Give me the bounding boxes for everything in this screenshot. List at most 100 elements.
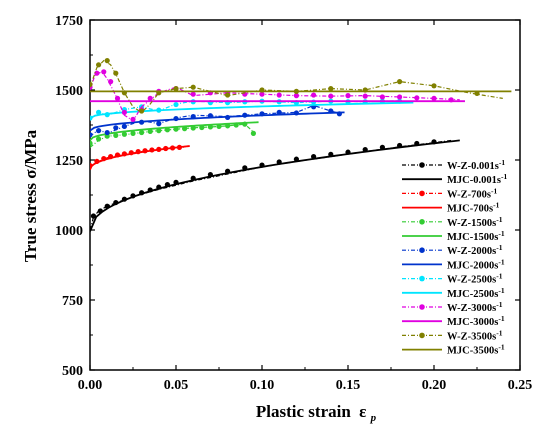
x-tick-label: 0.10 xyxy=(250,378,275,393)
series-mjc-2000s xyxy=(90,111,345,132)
data-point xyxy=(104,58,110,64)
data-point xyxy=(431,95,437,101)
model-line xyxy=(90,111,345,132)
data-point xyxy=(104,129,110,136)
experiment-line xyxy=(90,104,342,137)
legend-label: W-Z-0.001s-1 xyxy=(447,158,505,172)
data-point xyxy=(328,86,334,92)
data-point xyxy=(147,95,153,101)
data-point xyxy=(96,136,102,142)
model-line xyxy=(90,121,259,142)
x-tick-label: 0.20 xyxy=(422,378,447,393)
legend-item: W-Z-2500s-1 xyxy=(402,272,503,286)
data-point xyxy=(113,125,119,131)
legend-item: MJC-2500s-1 xyxy=(402,286,505,300)
series-w-z-1500s xyxy=(90,121,256,148)
data-point xyxy=(156,128,162,134)
series-mjc-0-001s xyxy=(90,139,460,232)
legend: W-Z-0.001s-1MJC-0.001s-1W-Z-700s-1MJC-70… xyxy=(402,158,507,357)
legend-item: W-Z-1500s-1 xyxy=(402,215,503,229)
series-mjc-1500s xyxy=(90,121,259,142)
y-tick-label: 1750 xyxy=(55,14,83,29)
data-point xyxy=(130,116,136,122)
data-point xyxy=(173,86,179,92)
data-point xyxy=(328,93,334,99)
series-mjc-700s xyxy=(90,145,190,171)
data-point xyxy=(114,95,121,101)
y-tick-label: 1500 xyxy=(55,84,83,99)
experiment-line xyxy=(90,59,503,114)
data-point xyxy=(94,70,100,76)
data-point xyxy=(311,92,317,98)
data-point xyxy=(130,130,136,136)
legend-item: MJC-3000s-1 xyxy=(402,314,505,328)
data-point xyxy=(96,62,102,68)
data-point xyxy=(397,94,403,100)
data-point xyxy=(96,128,102,134)
data-point xyxy=(121,123,127,129)
x-axis-label: Plastic strain ε p xyxy=(256,402,377,424)
legend-item: MJC-0.001s-1 xyxy=(402,172,507,186)
data-point xyxy=(96,109,102,115)
data-point xyxy=(250,130,256,136)
model-line xyxy=(90,145,190,171)
data-point xyxy=(113,132,119,138)
model-line xyxy=(90,139,460,232)
y-tick-label: 1000 xyxy=(55,224,83,239)
legend-label: MJC-0.001s-1 xyxy=(447,172,507,186)
legend-label: MJC-700s-1 xyxy=(447,201,500,215)
legend-item: MJC-3500s-1 xyxy=(402,343,505,357)
data-point xyxy=(276,92,282,98)
legend-item: MJC-2000s-1 xyxy=(402,257,505,271)
data-point xyxy=(173,101,179,108)
legend-label: W-Z-3000s-1 xyxy=(447,300,503,314)
legend-item: W-Z-700s-1 xyxy=(402,186,497,200)
legend-marker xyxy=(419,190,425,197)
legend-item: W-Z-3500s-1 xyxy=(402,328,503,342)
legend-marker xyxy=(419,332,425,339)
data-point xyxy=(190,84,196,90)
y-tick-label: 500 xyxy=(62,364,83,379)
series-w-z-3500s xyxy=(90,58,503,114)
data-point xyxy=(113,70,119,76)
y-axis-label: True stress σ/MPa xyxy=(21,129,40,262)
y-tick-label: 750 xyxy=(62,294,83,309)
data-point xyxy=(147,128,153,135)
legend-label: MJC-2500s-1 xyxy=(447,286,505,300)
legend-marker xyxy=(419,275,425,282)
legend-label: MJC-2000s-1 xyxy=(447,257,505,271)
x-tick-label: 0.25 xyxy=(508,378,533,393)
x-tick-label: 0.00 xyxy=(78,378,103,393)
data-point xyxy=(431,83,437,89)
series-layer xyxy=(90,58,512,232)
x-tick-label: 0.05 xyxy=(164,378,189,393)
data-point xyxy=(293,93,299,99)
legend-item: W-Z-0.001s-1 xyxy=(402,158,505,172)
legend-marker xyxy=(419,247,425,253)
data-point xyxy=(225,92,231,98)
data-point xyxy=(259,91,265,97)
data-point xyxy=(139,129,145,136)
data-point xyxy=(139,108,145,114)
data-point xyxy=(190,91,196,97)
legend-item: W-Z-2000s-1 xyxy=(402,243,503,257)
data-point xyxy=(156,121,162,127)
data-point xyxy=(121,109,127,115)
legend-label: W-Z-2500s-1 xyxy=(447,272,503,286)
legend-label: MJC-1500s-1 xyxy=(447,229,505,243)
data-point xyxy=(379,94,385,100)
data-point xyxy=(362,93,368,99)
data-point xyxy=(90,140,93,146)
data-point xyxy=(121,131,127,137)
legend-label: W-Z-3500s-1 xyxy=(447,328,503,342)
data-point xyxy=(90,132,93,138)
legend-item: MJC-1500s-1 xyxy=(402,229,505,243)
axes: 0.00 0.05 0.10 0.15 0.20 0.25 500 750 1000 1250 15… xyxy=(55,14,532,393)
legend-label: MJC-3000s-1 xyxy=(447,314,505,328)
legend-label: MJC-3500s-1 xyxy=(447,343,505,357)
legend-marker xyxy=(419,219,425,225)
legend-item: W-Z-3000s-1 xyxy=(402,300,503,314)
data-point xyxy=(101,69,107,75)
data-point xyxy=(414,95,420,101)
